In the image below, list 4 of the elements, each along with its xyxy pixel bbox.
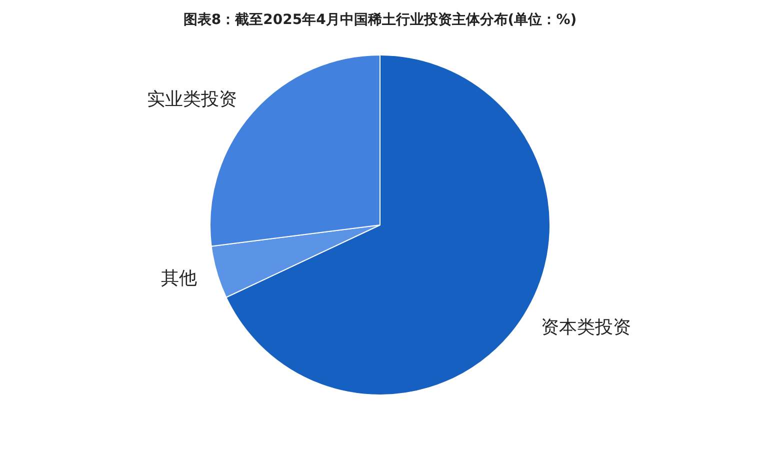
slice-label: 实业类投资 (147, 89, 238, 110)
slice-label: 其他 (161, 268, 198, 290)
chart-title: 图表8：截至2025年4月中国稀土行业投资主体分布(单位：%) (183, 11, 577, 28)
slice-label: 资本类投资 (540, 317, 631, 338)
